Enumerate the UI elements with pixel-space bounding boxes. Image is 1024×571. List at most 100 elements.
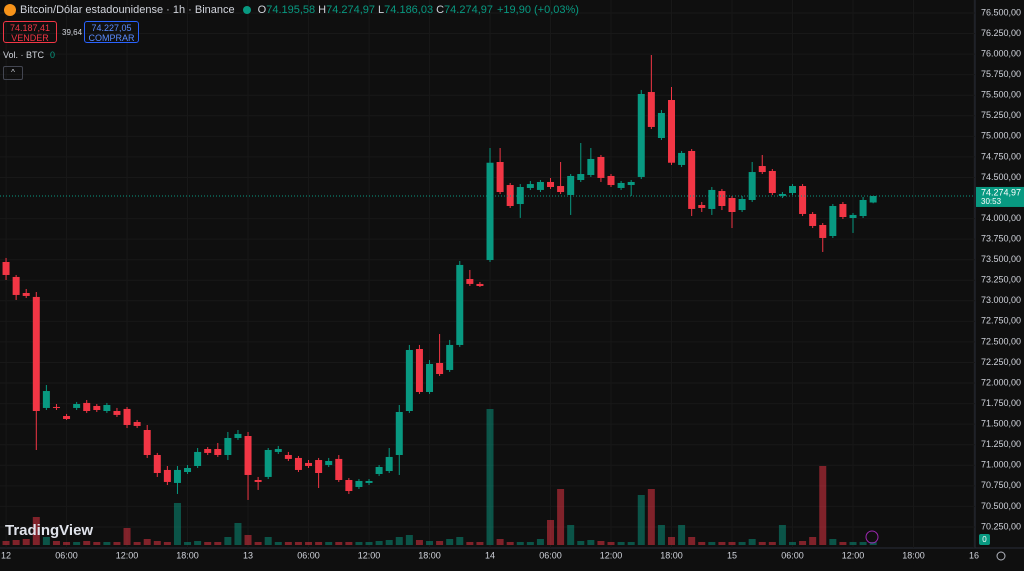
volume-bar <box>264 537 272 545</box>
axes: 76.500,00 76.250,00 76.000,00 75.750,00 75.5… <box>1 7 1024 560</box>
y-tick-label: 73.750,00 <box>981 234 1021 244</box>
candle-body <box>809 213 817 226</box>
candle-body <box>748 172 756 200</box>
volume-bar <box>42 537 50 545</box>
ohlc-value: 74.274,97 <box>326 4 376 16</box>
flash-icon[interactable] <box>865 530 879 544</box>
volume-bar <box>426 541 434 545</box>
candle-body <box>2 261 10 275</box>
volume-bar <box>274 542 282 545</box>
candle-body <box>708 189 716 209</box>
volume-bar <box>2 541 10 545</box>
x-tick-label: 12:00 <box>358 550 381 560</box>
volume-bar <box>415 540 423 545</box>
candle-body <box>587 158 595 175</box>
volume-bar <box>315 542 323 545</box>
candle-body <box>718 191 726 206</box>
candle-body <box>184 467 192 473</box>
candle-body <box>577 174 585 181</box>
candle-body <box>264 449 272 477</box>
settings-icon[interactable] <box>996 551 1006 561</box>
candle-body <box>456 264 464 345</box>
ohlc-key: L <box>378 4 385 16</box>
candle-body <box>819 224 827 238</box>
candle-body <box>647 92 655 127</box>
y-tick-label: 70.500,00 <box>981 501 1021 511</box>
sell-price: 74.187,41 <box>9 23 51 33</box>
volume-bar <box>12 540 20 545</box>
y-tick-label: 74.000,00 <box>981 213 1021 223</box>
x-tick-label: 06:00 <box>55 550 78 560</box>
volume-bar <box>657 525 665 545</box>
volume-bar <box>567 525 575 545</box>
volume-bar <box>173 503 181 545</box>
candle-body <box>567 175 575 195</box>
y-tick-label: 75.000,00 <box>981 131 1021 141</box>
volume-badge: 0 <box>982 535 987 544</box>
volume-bar <box>163 542 171 545</box>
y-tick-label: 72.750,00 <box>981 316 1021 326</box>
volume-bar <box>637 495 645 545</box>
candle-body <box>698 205 706 208</box>
volume-bar <box>819 466 827 545</box>
candle-body <box>657 112 665 138</box>
volume-bar <box>557 489 565 545</box>
x-tick-label: 13 <box>243 550 253 560</box>
volume-bar <box>466 542 474 545</box>
sell-label: VENDER <box>11 33 49 43</box>
candle-body <box>476 283 484 287</box>
volume-bar <box>506 542 514 545</box>
volume-bar <box>768 542 776 545</box>
volume-bar <box>476 542 484 545</box>
candle-body <box>305 462 313 467</box>
x-tick-label: 12 <box>1 550 11 560</box>
status-dot <box>242 6 251 14</box>
x-tick-label: 15 <box>727 550 737 560</box>
volume-bar <box>839 542 847 545</box>
volume-bar <box>32 517 40 545</box>
volume-bar <box>63 542 71 545</box>
volume-bar <box>184 542 192 545</box>
x-tick-label: 06:00 <box>781 550 804 560</box>
volume-bar <box>93 542 101 545</box>
logo: TradingView <box>5 522 94 539</box>
candle-body <box>83 402 91 411</box>
spread: 39,64 <box>62 28 83 37</box>
candle-body <box>375 467 383 474</box>
sell-button[interactable]: 74.187,41 VENDER <box>3 21 57 43</box>
candle-body <box>516 186 524 205</box>
y-tick-label: 74.750,00 <box>981 151 1021 161</box>
x-tick-label: 06:00 <box>297 550 320 560</box>
symbol-title[interactable]: Bitcoin/Dólar estadounidense · 1h · Bina… <box>20 4 235 16</box>
volume-bar <box>52 541 60 545</box>
volume-bar <box>204 542 212 545</box>
coin-icon <box>4 4 16 16</box>
candle-body <box>436 362 444 374</box>
y-tick-label: 75.250,00 <box>981 110 1021 120</box>
last-price-label: 74.274,97 <box>981 187 1021 197</box>
volume-bar <box>294 542 302 545</box>
x-tick-label: 18:00 <box>176 550 199 560</box>
volume-bar <box>83 541 91 545</box>
buy-button[interactable]: 74.227,05 COMPRAR <box>84 21 139 43</box>
volume-bar <box>486 409 494 545</box>
candle-body <box>103 404 111 411</box>
candle-body <box>789 186 797 194</box>
candle-body <box>143 429 151 455</box>
ohlc-key: C <box>436 4 445 16</box>
volume-bar <box>829 539 837 545</box>
volume-bar <box>133 542 141 545</box>
volume-bar <box>778 525 786 545</box>
volume-bar <box>355 542 363 545</box>
collapse-button[interactable]: ^ <box>3 66 23 80</box>
candle-body <box>778 193 786 196</box>
ohlc-key: H <box>318 4 327 16</box>
volume-bar <box>224 537 232 545</box>
volume-bar <box>456 537 464 545</box>
last-price-badge <box>976 186 1024 207</box>
volume-bar <box>103 542 111 545</box>
countdown: 30:53 <box>981 197 1002 206</box>
volume-bar <box>607 542 615 545</box>
y-tick-label: 72.000,00 <box>981 377 1021 387</box>
volume-legend: Vol. · BTC 0 <box>3 50 55 60</box>
